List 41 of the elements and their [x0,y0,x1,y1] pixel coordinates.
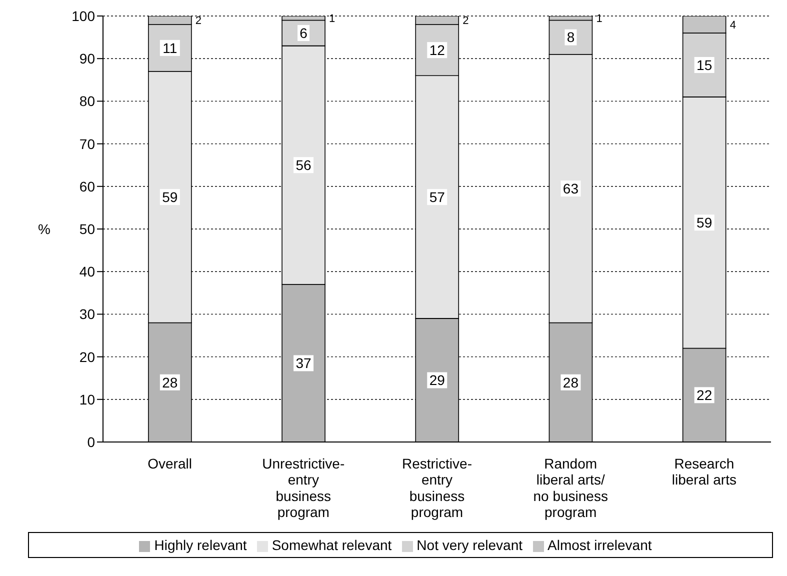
data-label: 59 [696,214,712,231]
y-tick-label: 70 [79,136,96,152]
data-label: 1 [596,12,602,25]
x-tick-label: Research liberal arts [672,456,736,488]
y-tick-label: 50 [79,220,96,237]
y-tick-label: 20 [79,348,96,365]
data-label: 22 [696,387,712,404]
y-tick-label: 80 [79,93,96,110]
data-label: 6 [300,24,308,41]
y-tick-label: 60 [79,178,96,194]
y-tick-label: 40 [79,264,96,280]
data-label: 11 [162,40,178,56]
data-label: 2 [462,15,469,28]
data-label: 56 [296,157,312,173]
legend-label: Highly relevant [154,537,247,553]
legend-label: Somewhat relevant [272,537,392,553]
y-tick-label: 0 [87,434,96,450]
y-tick-label: 90 [79,50,96,67]
y-tick-label: 100 [72,8,96,24]
y-tick-label: 10 [79,391,96,408]
x-tick-label: Unrestrictive-entry business program [262,456,345,520]
data-label: 28 [162,374,178,390]
data-label: 37 [296,355,312,372]
legend-label: Not very relevant [416,537,522,553]
data-label: 4 [730,19,736,32]
x-tick-label: Random liberal arts/ no business program [533,456,608,520]
data-label: 59 [162,188,178,205]
data-label: 2 [195,15,202,28]
data-label: 28 [562,374,579,390]
y-axis-title: % [38,220,50,237]
data-label: 57 [429,188,446,205]
data-label: 15 [696,56,712,73]
data-label: 1 [329,12,336,25]
data-label: 29 [429,372,446,388]
x-tick-label: Overall [148,456,192,472]
x-tick-label: Restrictive-entry business program [402,456,472,520]
data-label: 12 [429,42,446,58]
y-tick-label: 30 [79,306,96,322]
legend-label: Almost irrelevant [548,537,652,553]
data-label: 8 [566,29,575,46]
data-label: 63 [562,180,579,196]
